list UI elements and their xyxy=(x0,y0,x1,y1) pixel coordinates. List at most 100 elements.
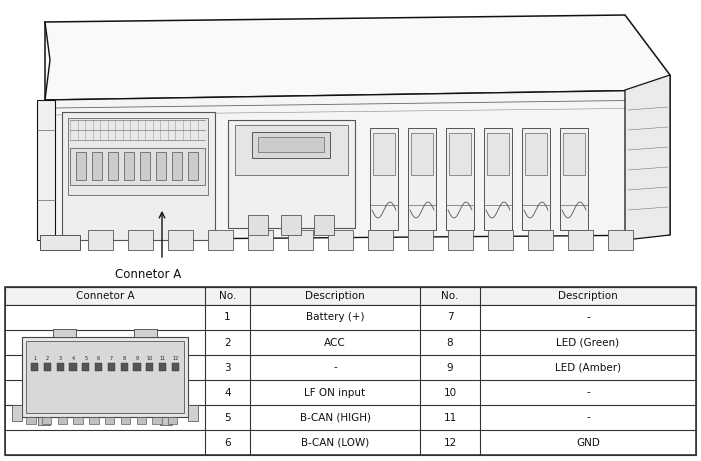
Polygon shape xyxy=(45,15,670,100)
Polygon shape xyxy=(92,152,102,180)
Text: B-CAN (HIGH): B-CAN (HIGH) xyxy=(299,413,371,422)
Text: ACC: ACC xyxy=(324,337,346,348)
Text: LF ON input: LF ON input xyxy=(304,388,365,397)
Polygon shape xyxy=(408,230,433,250)
Polygon shape xyxy=(128,230,153,250)
Polygon shape xyxy=(69,363,76,372)
Text: 4: 4 xyxy=(224,388,231,397)
Text: 9: 9 xyxy=(447,362,454,372)
Polygon shape xyxy=(172,363,179,372)
Polygon shape xyxy=(57,363,64,372)
Polygon shape xyxy=(208,230,233,250)
Polygon shape xyxy=(12,405,22,421)
Text: 8: 8 xyxy=(123,356,125,361)
Polygon shape xyxy=(152,417,162,424)
Text: 3: 3 xyxy=(59,356,62,361)
Polygon shape xyxy=(373,133,395,175)
Polygon shape xyxy=(368,230,393,250)
Polygon shape xyxy=(121,363,128,372)
Polygon shape xyxy=(235,125,348,175)
Bar xyxy=(5,405,696,430)
Polygon shape xyxy=(168,230,193,250)
Polygon shape xyxy=(168,417,177,424)
Polygon shape xyxy=(568,230,593,250)
Polygon shape xyxy=(70,148,205,185)
Text: -: - xyxy=(586,388,590,397)
Polygon shape xyxy=(522,128,550,230)
Text: LED (Green): LED (Green) xyxy=(557,337,620,348)
Text: 5: 5 xyxy=(84,356,88,361)
Bar xyxy=(5,287,696,455)
Polygon shape xyxy=(188,152,198,180)
Text: 5: 5 xyxy=(224,413,231,422)
Text: 12: 12 xyxy=(172,356,179,361)
Polygon shape xyxy=(121,417,130,424)
Text: Description: Description xyxy=(558,291,618,301)
Text: 11: 11 xyxy=(443,413,456,422)
Polygon shape xyxy=(108,152,118,180)
Polygon shape xyxy=(528,230,553,250)
Polygon shape xyxy=(188,405,198,421)
Polygon shape xyxy=(156,152,166,180)
Bar xyxy=(5,287,696,305)
Text: 10: 10 xyxy=(444,388,456,397)
Text: 8: 8 xyxy=(447,337,454,348)
Polygon shape xyxy=(22,337,188,417)
Polygon shape xyxy=(258,137,324,152)
Polygon shape xyxy=(89,417,99,424)
Text: Description: Description xyxy=(305,291,365,301)
Polygon shape xyxy=(408,128,436,230)
Polygon shape xyxy=(625,75,670,240)
Text: 12: 12 xyxy=(443,437,456,448)
Polygon shape xyxy=(108,363,115,372)
Text: 4: 4 xyxy=(72,356,74,361)
Polygon shape xyxy=(39,417,50,425)
Polygon shape xyxy=(159,363,166,372)
Polygon shape xyxy=(37,100,55,240)
Polygon shape xyxy=(525,133,547,175)
Polygon shape xyxy=(62,112,215,240)
Polygon shape xyxy=(449,133,471,175)
Polygon shape xyxy=(448,230,473,250)
Text: B-CAN (LOW): B-CAN (LOW) xyxy=(301,437,369,448)
Polygon shape xyxy=(133,363,140,372)
Text: No.: No. xyxy=(442,291,458,301)
Text: Battery (+): Battery (+) xyxy=(306,313,365,323)
Polygon shape xyxy=(82,363,89,372)
Polygon shape xyxy=(160,417,172,425)
Text: 3: 3 xyxy=(224,362,231,372)
Polygon shape xyxy=(314,215,334,235)
Text: Connetor A: Connetor A xyxy=(76,291,135,301)
Text: GND: GND xyxy=(576,437,600,448)
Polygon shape xyxy=(74,417,83,424)
Polygon shape xyxy=(484,128,512,230)
Polygon shape xyxy=(370,128,398,230)
Polygon shape xyxy=(252,132,330,158)
Polygon shape xyxy=(40,235,80,250)
Text: 7: 7 xyxy=(110,356,113,361)
Polygon shape xyxy=(42,417,51,424)
Polygon shape xyxy=(172,152,182,180)
Text: 10: 10 xyxy=(147,356,153,361)
Text: 6: 6 xyxy=(224,437,231,448)
Polygon shape xyxy=(411,133,433,175)
Text: -: - xyxy=(586,313,590,323)
Text: LED (Amber): LED (Amber) xyxy=(555,362,621,372)
Polygon shape xyxy=(95,363,102,372)
Polygon shape xyxy=(68,118,208,195)
Polygon shape xyxy=(31,363,38,372)
Polygon shape xyxy=(88,230,113,250)
Polygon shape xyxy=(288,230,313,250)
Polygon shape xyxy=(608,230,633,250)
Polygon shape xyxy=(53,329,76,337)
Polygon shape xyxy=(140,152,150,180)
Text: -: - xyxy=(333,362,337,372)
Polygon shape xyxy=(487,133,509,175)
Bar xyxy=(5,380,696,405)
Text: 1: 1 xyxy=(33,356,36,361)
Polygon shape xyxy=(45,90,670,240)
Polygon shape xyxy=(133,329,158,337)
Polygon shape xyxy=(563,133,585,175)
Polygon shape xyxy=(328,230,353,250)
Polygon shape xyxy=(248,230,273,250)
